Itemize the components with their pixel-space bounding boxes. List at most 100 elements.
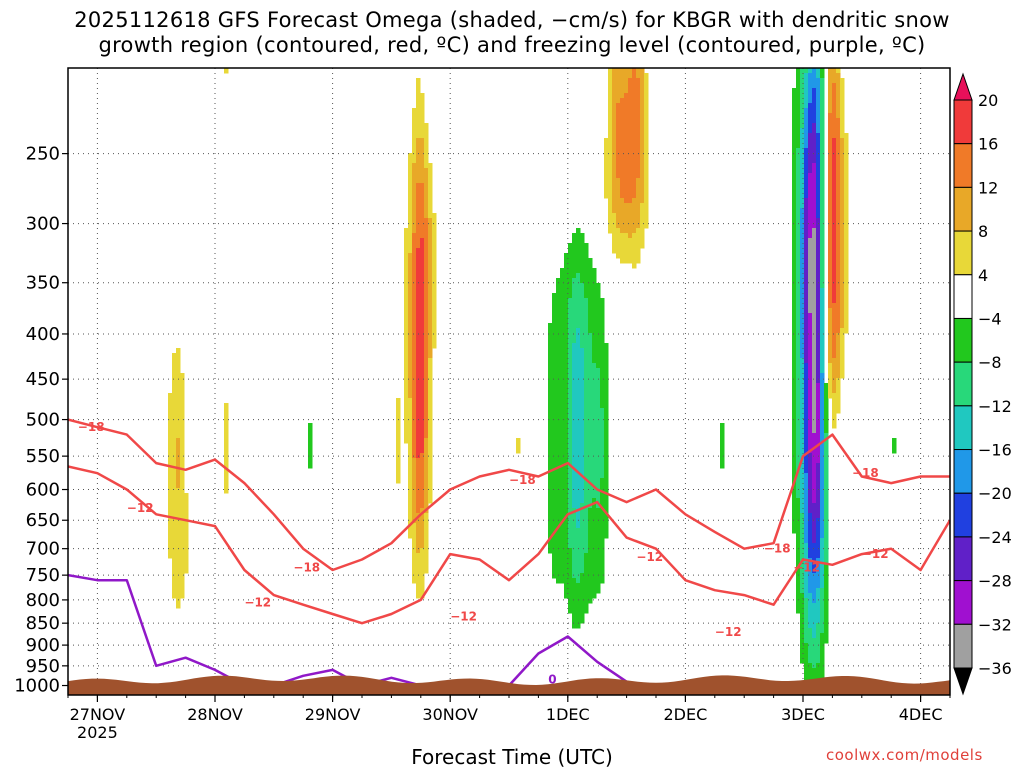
omega-cell: [832, 383, 837, 389]
omega-cell: [568, 518, 573, 524]
omega-cell: [568, 583, 573, 589]
omega-cell: [828, 108, 833, 114]
omega-cell: [804, 243, 809, 249]
omega-cell: [424, 393, 429, 399]
omega-cell: [812, 673, 817, 679]
omega-cell: [596, 423, 601, 429]
omega-cell: [800, 618, 805, 624]
omega-cell: [824, 388, 829, 394]
omega-cell: [420, 158, 425, 164]
omega-cell: [560, 578, 565, 584]
omega-cell: [792, 503, 797, 509]
omega-cell: [796, 218, 801, 224]
omega-cell: [636, 248, 641, 254]
omega-cell: [636, 163, 641, 169]
omega-cell: [592, 303, 597, 309]
omega-cell: [824, 623, 829, 629]
omega-cell: [828, 333, 833, 339]
omega-cell: [628, 158, 633, 164]
omega-cell: [820, 208, 825, 214]
omega-cell: [624, 73, 629, 79]
omega-cell: [808, 398, 813, 404]
omega-cell: [836, 108, 841, 114]
omega-cell: [552, 473, 557, 479]
omega-cell: [552, 453, 557, 459]
omega-cell: [412, 548, 417, 554]
omega-cell: [620, 73, 625, 79]
omega-cell: [412, 563, 417, 569]
omega-cell: [840, 338, 845, 344]
credit-link[interactable]: coolwx.com/models: [826, 746, 983, 764]
omega-cell: [412, 263, 417, 269]
omega-cell: [420, 458, 425, 464]
omega-cell: [800, 633, 805, 639]
omega-cell: [800, 498, 805, 504]
omega-cell: [172, 593, 177, 599]
omega-cell: [580, 523, 585, 529]
omega-cell: [572, 503, 577, 509]
omega-cell: [644, 118, 649, 124]
omega-cell: [412, 153, 417, 159]
omega-cell: [172, 573, 177, 579]
omega-cell: [628, 198, 633, 204]
omega-cell: [432, 223, 437, 229]
omega-cell: [804, 278, 809, 284]
omega-cell: [580, 578, 585, 584]
omega-cell: [564, 558, 569, 564]
omega-cell: [796, 413, 801, 419]
omega-cell: [404, 268, 409, 274]
omega-cell: [552, 438, 557, 444]
omega-cell: [580, 598, 585, 604]
omega-cell: [564, 323, 569, 329]
omega-cell: [180, 403, 185, 409]
omega-cell: [572, 618, 577, 624]
omega-cell: [812, 523, 817, 529]
omega-cell: [816, 608, 821, 614]
omega-cell: [824, 458, 829, 464]
omega-cell: [404, 233, 409, 239]
omega-cell: [416, 283, 421, 289]
omega-cell: [796, 343, 801, 349]
omega-cell: [416, 318, 421, 324]
omega-cell: [828, 68, 833, 74]
omega-cell: [408, 183, 413, 189]
omega-cell: [800, 343, 805, 349]
omega-cell: [564, 273, 569, 279]
omega-cell: [416, 373, 421, 379]
omega-cell: [184, 548, 189, 554]
omega-cell: [796, 433, 801, 439]
omega-cell: [816, 368, 821, 374]
omega-cell: [564, 518, 569, 524]
omega-cell: [176, 458, 181, 464]
omega-cell: [412, 198, 417, 204]
omega-cell: [584, 283, 589, 289]
omega-cell: [424, 563, 429, 569]
omega-cell: [616, 208, 621, 214]
omega-cell: [412, 448, 417, 454]
omega-cell: [600, 338, 605, 344]
omega-cell: [796, 258, 801, 264]
omega-cell: [636, 128, 641, 134]
omega-cell: [572, 593, 577, 599]
omega-cell: [808, 308, 813, 314]
omega-cell: [836, 198, 841, 204]
omega-cell: [592, 358, 597, 364]
omega-cell: [576, 348, 581, 354]
omega-cell: [632, 88, 637, 94]
omega-cell: [804, 83, 809, 89]
omega-cell: [620, 108, 625, 114]
omega-cell: [628, 108, 633, 114]
omega-cell: [560, 268, 565, 274]
omega-cell: [404, 353, 409, 359]
omega-cell: [804, 538, 809, 544]
omega-cell: [404, 313, 409, 319]
omega-cell: [560, 323, 565, 329]
omega-cell: [584, 318, 589, 324]
omega-cell: [424, 303, 429, 309]
omega-cell: [816, 298, 821, 304]
omega-cell: [808, 148, 813, 154]
omega-cell: [840, 103, 845, 109]
omega-cell: [816, 88, 821, 94]
omega-cell: [584, 253, 589, 259]
omega-cell: [804, 188, 809, 194]
